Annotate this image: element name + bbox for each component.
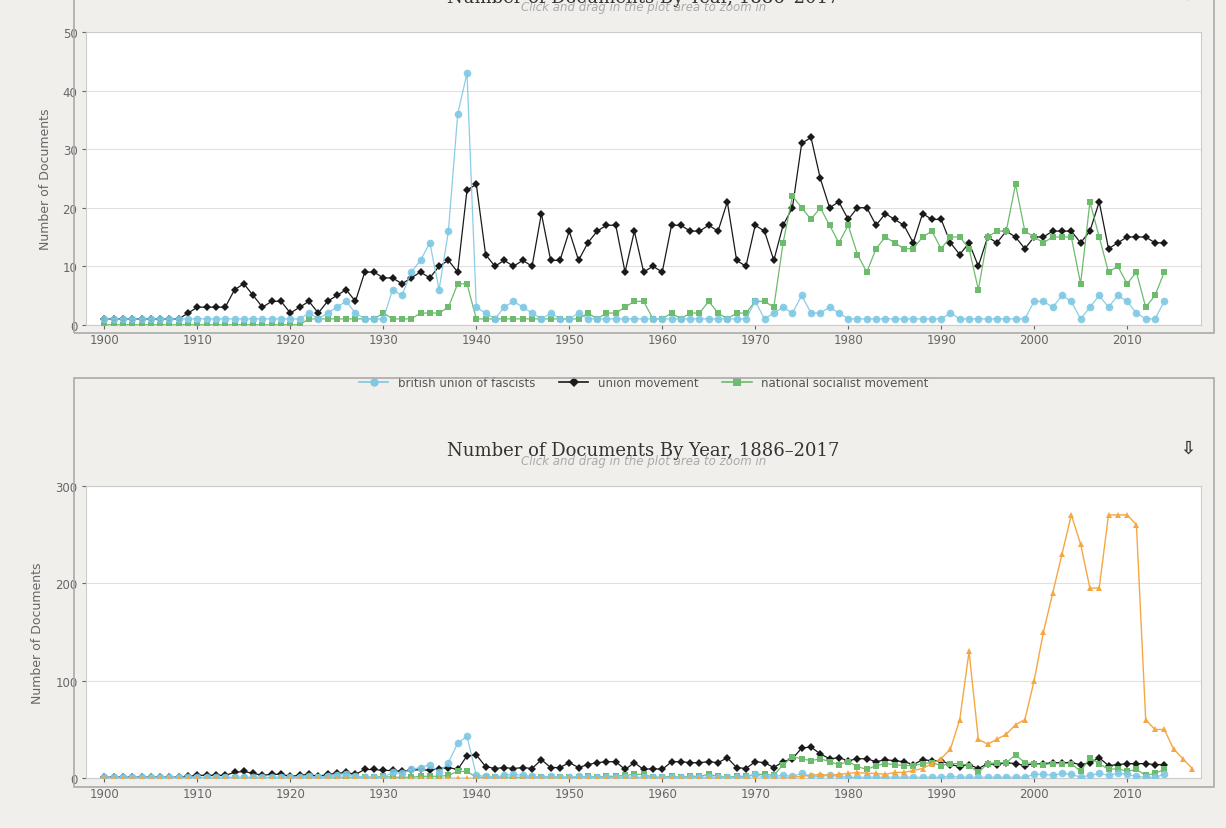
Title: Number of Documents By Year, 1886–2017: Number of Documents By Year, 1886–2017 (447, 441, 840, 460)
Text: Click and drag in the plot area to zoom in: Click and drag in the plot area to zoom … (521, 1, 766, 14)
Text: ⇩: ⇩ (1181, 439, 1195, 457)
Text: ⇩: ⇩ (1181, 0, 1195, 4)
Y-axis label: Number of Documents: Number of Documents (31, 561, 44, 703)
Legend: british union of fascists, union movement, national socialist movement: british union of fascists, union movemen… (354, 372, 933, 395)
Legend: british union of fascists, union movement, national socialist movement, british : british union of fascists, union movemen… (239, 826, 1048, 828)
Text: Click and drag in the plot area to zoom in: Click and drag in the plot area to zoom … (521, 454, 766, 467)
Y-axis label: Number of Documents: Number of Documents (38, 108, 51, 250)
Title: Number of Documents By Year, 1886–2017: Number of Documents By Year, 1886–2017 (447, 0, 840, 7)
